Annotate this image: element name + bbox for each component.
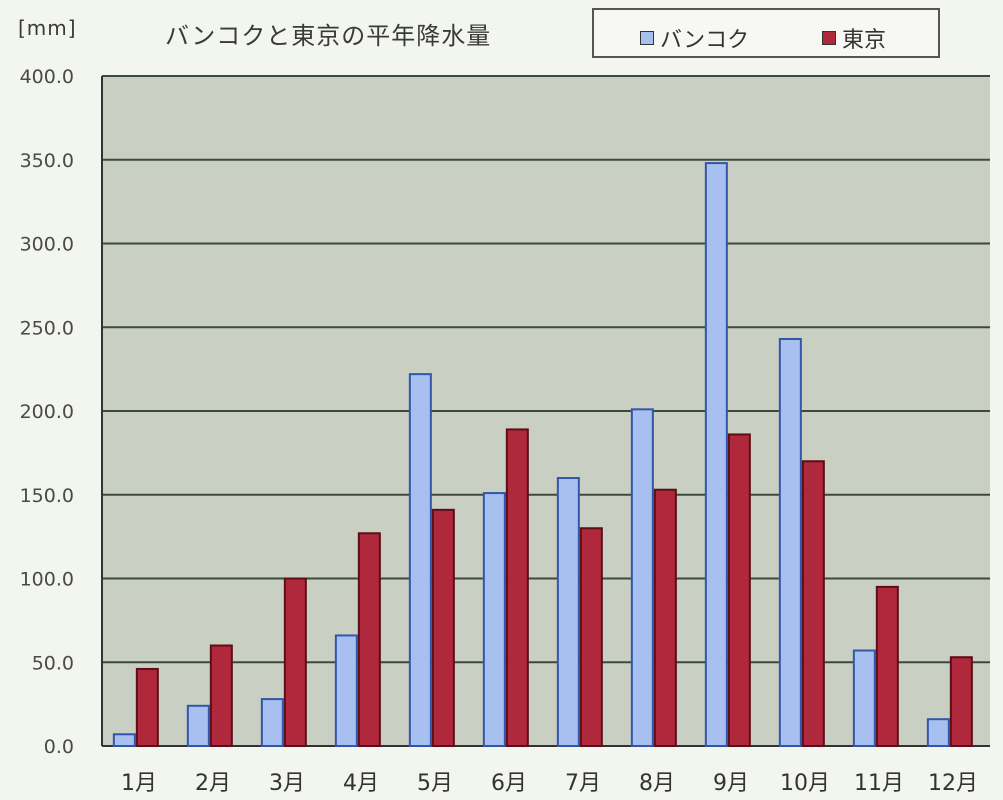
legend-swatch-bangkok xyxy=(640,31,654,45)
y-tick-label: 200.0 xyxy=(20,401,74,423)
bar-bangkok xyxy=(260,698,284,747)
legend-label-tokyo: 東京 xyxy=(842,28,887,53)
legend-label-bangkok: バンコク xyxy=(660,28,750,53)
bar-bangkok xyxy=(112,733,136,748)
x-tick-label: 5月 xyxy=(417,771,453,796)
bar-bangkok xyxy=(334,634,358,748)
bar-bangkok xyxy=(556,477,580,747)
y-tick-label: 350.0 xyxy=(20,150,74,172)
bar-bangkok xyxy=(926,718,950,748)
x-tick-label: 3月 xyxy=(269,771,305,796)
bar-tokyo xyxy=(431,508,455,748)
bar-bangkok xyxy=(778,337,802,747)
x-tick-label: 12月 xyxy=(928,771,978,796)
bar-tokyo xyxy=(209,644,233,747)
x-tick-label: 6月 xyxy=(491,771,527,796)
bar-tokyo xyxy=(357,532,381,748)
bar-bangkok xyxy=(852,649,876,748)
y-tick-label: 150.0 xyxy=(20,485,74,507)
bar-tokyo xyxy=(283,577,307,747)
bar-tokyo xyxy=(727,433,751,747)
y-tick-label: 100.0 xyxy=(20,569,74,591)
x-tick-label: 7月 xyxy=(565,771,601,796)
bar-tokyo xyxy=(505,428,529,747)
bar-tokyo xyxy=(875,585,899,747)
bar-bangkok xyxy=(482,492,506,748)
x-tick-label: 8月 xyxy=(639,771,675,796)
bar-tokyo xyxy=(579,527,603,747)
bar-tokyo xyxy=(949,656,973,747)
bar-bangkok xyxy=(186,704,210,747)
x-tick-label: 1月 xyxy=(121,771,157,796)
x-tick-label: 2月 xyxy=(195,771,231,796)
bar-bangkok xyxy=(704,162,728,748)
legend-item-tokyo: 東京 xyxy=(822,22,886,54)
y-tick-label: 300.0 xyxy=(20,234,74,256)
bar-tokyo xyxy=(135,667,159,748)
y-tick-label: 250.0 xyxy=(20,317,74,339)
x-tick-label: 11月 xyxy=(854,771,904,796)
y-tick-label: 400.0 xyxy=(20,66,74,88)
legend-swatch-tokyo xyxy=(822,31,836,45)
x-tick-label: 10月 xyxy=(780,771,830,796)
legend: バンコク 東京 xyxy=(592,8,940,58)
y-tick-label: 0.0 xyxy=(44,736,74,758)
bar-tokyo xyxy=(653,488,677,747)
bar-tokyo xyxy=(801,460,825,747)
y-tick-label: 50.0 xyxy=(32,652,74,674)
x-tick-label: 4月 xyxy=(343,771,379,796)
bar-bangkok xyxy=(630,408,654,747)
legend-item-bangkok: バンコク xyxy=(640,22,749,54)
x-tick-label: 9月 xyxy=(713,771,749,796)
bar-bangkok xyxy=(408,373,432,747)
chart-title: バンコクと東京の平年降水量 xyxy=(165,22,492,50)
y-axis-unit-label: [mm] xyxy=(18,16,77,40)
